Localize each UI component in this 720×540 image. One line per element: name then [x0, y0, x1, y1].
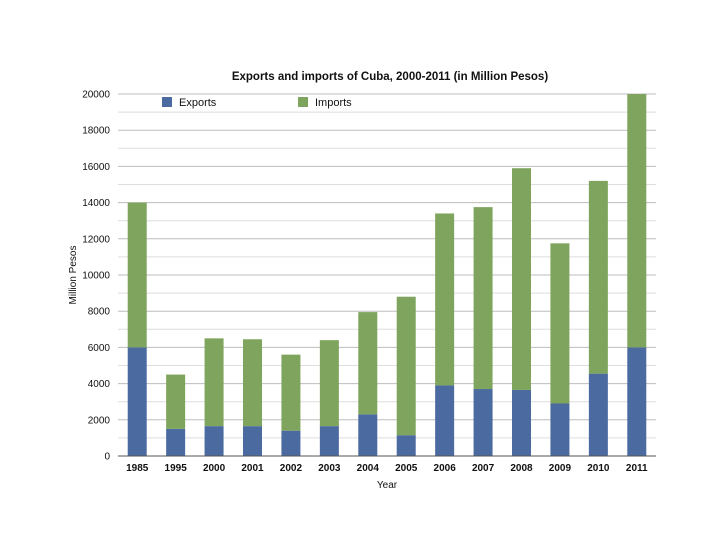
legend-label-exports: Exports — [179, 97, 217, 109]
x-tick-label: 2003 — [318, 463, 341, 474]
y-tick-labels: 0 2000 4000 6000 8000 10000 12000 14000 16000 180… — [82, 90, 110, 463]
bar-imports-2003 — [319, 340, 339, 427]
y-tick-label: 16000 — [82, 162, 110, 173]
bar-imports-2008 — [512, 168, 531, 390]
bar-exports-2004 — [358, 414, 378, 456]
bar-imports-1985 — [127, 202, 147, 348]
bar-exports-1995 — [166, 428, 186, 456]
bar-exports-2001 — [243, 426, 262, 456]
x-tick-label: 1985 — [126, 463, 149, 474]
x-tick-label: 2011 — [626, 463, 648, 474]
bar-imports-2007 — [473, 207, 493, 390]
bar-imports-2009 — [550, 243, 570, 404]
bar-imports-1995 — [166, 374, 186, 429]
y-tick-label: 14000 — [82, 198, 110, 209]
legend: Exports Imports — [162, 97, 352, 109]
bar-imports-2005 — [396, 296, 416, 436]
bar-imports-2006 — [435, 213, 455, 386]
x-tick-label: 2006 — [434, 463, 457, 474]
legend-swatch-exports — [162, 97, 172, 107]
bar-exports-2009 — [550, 403, 570, 456]
bar-imports-2002 — [281, 354, 301, 431]
bar-imports-2001 — [243, 339, 262, 427]
x-tick-labels: 1985 1995 2000 2001 2002 2003 2004 2005 2006 2007… — [126, 463, 648, 474]
x-tick-label: 2007 — [472, 463, 495, 474]
bar-exports-2010 — [588, 373, 608, 456]
x-tick-label: 2005 — [395, 463, 418, 474]
bar-imports-2010 — [588, 180, 608, 374]
bar-exports-2008 — [512, 389, 531, 456]
bars — [127, 94, 647, 456]
bar-exports-2002 — [281, 430, 301, 456]
bar-exports-2011 — [627, 347, 647, 456]
chart-title: Exports and imports of Cuba, 2000-2011 (… — [232, 71, 548, 83]
y-tick-label: 20000 — [82, 90, 110, 101]
bar-imports-2000 — [204, 338, 224, 427]
y-tick-label: 10000 — [82, 271, 110, 282]
y-tick-label: 8000 — [88, 307, 111, 318]
y-tick-label: 12000 — [82, 234, 110, 245]
x-tick-label: 2009 — [549, 463, 572, 474]
bar-exports-2000 — [204, 426, 224, 456]
bar-exports-2007 — [473, 389, 493, 456]
bar-exports-2003 — [319, 426, 339, 456]
x-tick-label: 2010 — [587, 463, 610, 474]
bar-exports-2006 — [435, 385, 455, 456]
y-tick-label: 18000 — [82, 126, 110, 137]
x-tick-label: 2004 — [357, 463, 380, 474]
gridlines — [118, 93, 656, 457]
y-tick-label: 4000 — [88, 379, 111, 390]
x-tick-label: 1995 — [165, 463, 188, 474]
y-tick-label: 2000 — [88, 415, 111, 426]
bar-exports-1985 — [127, 347, 147, 456]
bar-exports-2005 — [396, 435, 416, 456]
x-tick-label: 2008 — [510, 463, 533, 474]
y-tick-label: 0 — [104, 452, 110, 463]
bar-imports-2004 — [358, 312, 378, 415]
y-tick-label: 6000 — [88, 343, 111, 354]
legend-label-imports: Imports — [315, 97, 352, 109]
x-axis-label: Year — [377, 480, 398, 491]
legend-swatch-imports — [298, 97, 308, 107]
x-tick-label: 2000 — [203, 463, 226, 474]
bar-imports-2011 — [627, 94, 647, 348]
x-tick-label: 2001 — [241, 463, 264, 474]
x-tick-label: 2002 — [280, 463, 303, 474]
y-axis-label: Million Pesos — [68, 246, 79, 305]
